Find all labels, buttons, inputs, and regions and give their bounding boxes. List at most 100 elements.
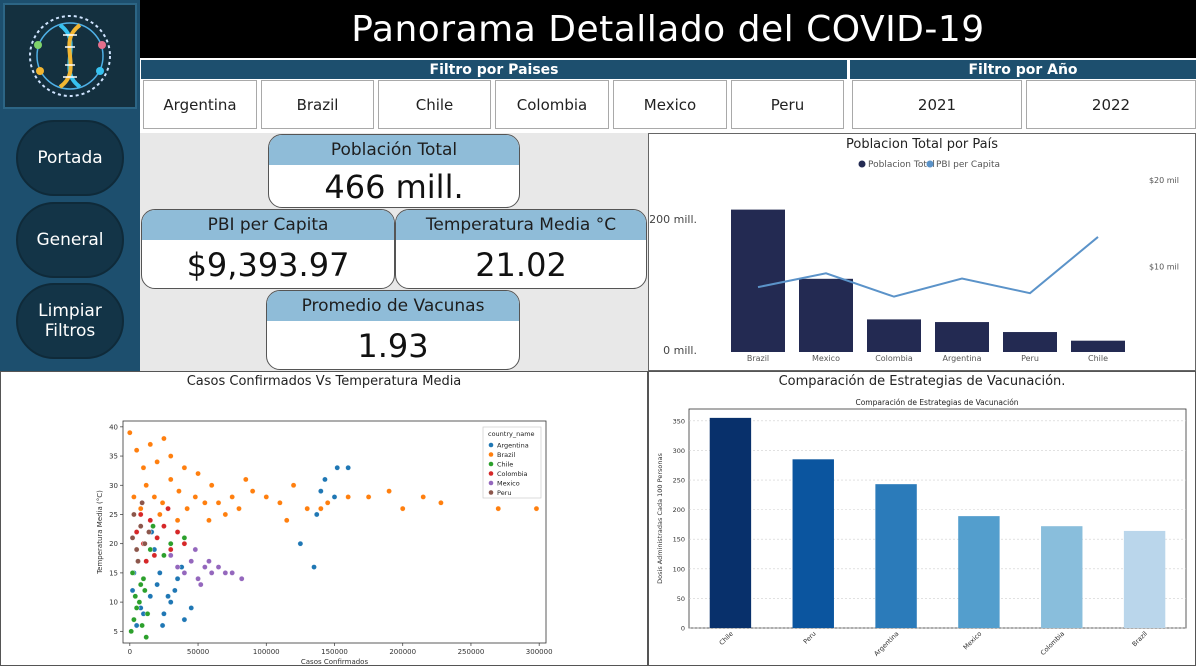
scatter-point (365, 494, 372, 500)
scatter-point (249, 488, 256, 494)
y-tick-label: 10 (109, 599, 118, 607)
scatter-point (318, 488, 324, 494)
country-chip-chile[interactable]: Chile (378, 80, 491, 129)
y-tick-label: 100 (673, 565, 685, 573)
legend-marker-pbi (926, 160, 934, 168)
scatter-point (206, 517, 212, 524)
scatter-point (172, 587, 178, 594)
year-chip-2022[interactable]: 2022 (1026, 80, 1196, 129)
scatter-point (222, 511, 229, 518)
y-tick-label: 0 (681, 625, 685, 633)
y-tick-label: 350 (673, 417, 685, 425)
scatter-point (161, 552, 167, 559)
chart-title: Casos Confirmados Vs Temperatura Media (187, 374, 462, 389)
scatter-point (133, 605, 140, 611)
kpi-pbi-card: PBI per Capita $9,393.97 (141, 209, 395, 289)
scatter-point (313, 511, 320, 518)
scatter-point (151, 494, 158, 500)
general-button[interactable]: General (16, 202, 124, 278)
country-chip-brazil[interactable]: Brazil (261, 80, 374, 129)
x-axis-label: Casos Confirmados (301, 658, 369, 665)
scatter-point (159, 499, 166, 506)
scatter-point (137, 505, 144, 512)
scatter-point (324, 499, 331, 506)
scatter-point (533, 505, 540, 512)
scatter-point (176, 488, 182, 494)
x-tick-label: Mexico (962, 630, 984, 652)
scatter-point (137, 511, 144, 518)
scatter-point (181, 570, 188, 576)
vaccination-bar (1123, 530, 1166, 628)
population-bar (731, 209, 785, 352)
scatter-point (165, 593, 171, 600)
scatter-point (154, 459, 160, 465)
vaccination-chart: Comparación de Estrategias de Vacunación… (656, 374, 1187, 658)
x-tick-label: Colombia (875, 354, 913, 363)
vaccination-bar (958, 516, 1000, 628)
scatter-point (143, 558, 149, 565)
scatter-point (495, 505, 502, 512)
x-tick-label: 300000 (526, 648, 553, 656)
legend-marker (488, 480, 494, 486)
y-tick-right: $10 mil (1149, 263, 1179, 272)
scatter-point (399, 505, 406, 512)
scatter-point (159, 622, 166, 629)
scatter-point (137, 523, 144, 529)
x-tick-label: Chile (1088, 354, 1108, 363)
scatter-point (304, 505, 311, 512)
chart-title: Comparación de Estrategias de Vacunación… (779, 374, 1066, 389)
country-chip-argentina[interactable]: Argentina (143, 80, 257, 129)
country-chip-colombia[interactable]: Colombia (495, 80, 609, 129)
scatter-point (283, 517, 290, 524)
scatter-point (143, 482, 149, 489)
scatter-point (133, 622, 140, 629)
x-tick-label: Argentina (942, 354, 981, 363)
country-chip-peru[interactable]: Peru (731, 80, 844, 129)
scatter-point (206, 558, 212, 565)
country-chip-mexico[interactable]: Mexico (613, 80, 727, 129)
scatter-point (420, 494, 426, 500)
scatter-point (146, 529, 152, 535)
legend-label: Argentina (497, 442, 529, 450)
scatter-point (174, 529, 181, 535)
x-tick-label: Argentina (872, 630, 900, 658)
scatter-point (438, 499, 444, 506)
scatter-point (188, 558, 195, 565)
scatter-point (131, 494, 137, 500)
y-tick-label: 150 (673, 536, 685, 544)
kpi-poblacion-value: 466 mill. (324, 168, 464, 206)
scatter-point (345, 464, 351, 471)
kpi-temp-value: 21.02 (475, 246, 567, 284)
scatter-point (215, 499, 222, 506)
y-axis-label: Temperatura Media (°C) (96, 490, 104, 575)
scatter-point (290, 482, 297, 489)
kpi-poblacion-card: Población Total 466 mill. (268, 134, 520, 208)
scatter-point (135, 558, 141, 565)
x-tick-label: 50000 (187, 648, 209, 656)
limpiar-filtros-button[interactable]: Limpiar Filtros (16, 283, 124, 359)
scatter-point (174, 564, 181, 570)
scatter-point (142, 587, 148, 594)
scatter-point (192, 494, 199, 500)
scatter-point (229, 494, 235, 500)
scatter-point (131, 511, 137, 518)
scatter-point (334, 464, 341, 471)
y-tick-label: 300 (673, 447, 685, 455)
legend-marker-poblacion (858, 160, 866, 168)
scatter-point (133, 447, 140, 454)
scatter-point (195, 470, 201, 477)
scatter-point (128, 628, 134, 635)
scatter-point (181, 464, 188, 471)
scatter-point (236, 505, 242, 512)
scatter-point (150, 523, 156, 529)
year-chip-2021[interactable]: 2021 (852, 80, 1022, 129)
x-tick-label: Chile (718, 630, 735, 647)
scatter-point (181, 540, 188, 547)
scatter-point (161, 523, 167, 529)
population-bar (935, 322, 989, 352)
y-axis-label: Dosis Administradas Cada 100 Personas (656, 453, 664, 584)
scatter-point (215, 564, 222, 570)
scatter-point (297, 540, 304, 547)
portada-button[interactable]: Portada (16, 120, 124, 196)
